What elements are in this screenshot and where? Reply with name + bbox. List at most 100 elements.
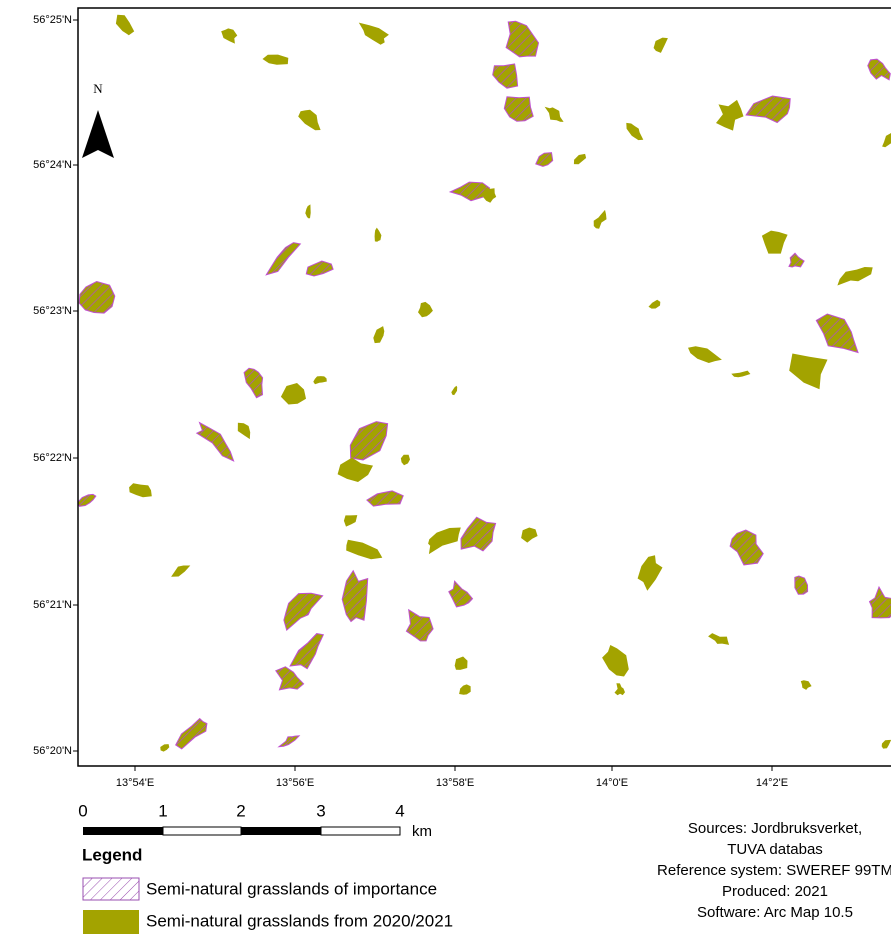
grassland: [343, 515, 358, 527]
grassland: [573, 153, 587, 165]
important-grassland: [868, 585, 891, 619]
important-grassland: [492, 63, 519, 89]
legend-item: Semi-natural grasslands from 2020/2021: [146, 911, 453, 930]
important-grassland: [503, 96, 534, 122]
north-arrow: N: [82, 81, 114, 158]
latitude-labels: 56°25'N 56°24'N 56°23'N 56°22'N 56°21'N 56°20…: [33, 14, 78, 757]
important-grassland: [78, 280, 116, 314]
grassland: [626, 122, 644, 141]
important-grassland: [505, 20, 540, 58]
legend-swatch: [82, 877, 140, 901]
grassland: [346, 539, 383, 560]
grassland: [602, 645, 629, 677]
grassland-polygons: [78, 14, 891, 752]
grassland: [171, 565, 191, 577]
latitude-label: 56°24'N: [33, 159, 72, 171]
scale-label: 0: [78, 801, 87, 820]
credit-line: Software: Arc Map 10.5: [697, 904, 853, 921]
grassland: [418, 301, 433, 318]
important-grassland: [265, 242, 302, 276]
grassland: [160, 744, 170, 752]
grassland: [451, 385, 458, 396]
important-grassland: [341, 569, 369, 623]
important-grassland: [275, 666, 305, 691]
grassland: [237, 422, 251, 440]
important-grassland: [460, 516, 497, 552]
grassland: [882, 133, 891, 148]
important-grassland: [349, 421, 389, 461]
grassland: [459, 684, 471, 695]
scale-bar: km 0 1 2 3 4: [78, 801, 432, 839]
grassland: [221, 28, 238, 44]
important-grassland: [366, 490, 404, 507]
grassland: [454, 656, 468, 670]
important-grassland: [729, 529, 764, 566]
map-frame: [77, 7, 891, 767]
longitude-labels: 13°54'E 13°56'E 13°58'E 14°0'E 14°2'E: [116, 766, 788, 789]
grassland: [637, 555, 663, 591]
credit-line: Reference system: SWEREF 99TM: [657, 862, 891, 879]
latitude-label: 56°20'N: [33, 745, 72, 757]
latitude-label: 56°25'N: [33, 14, 72, 26]
legend-item: Semi-natural grasslands of importance: [146, 879, 437, 898]
scale-label: 2: [236, 801, 245, 820]
grassland: [653, 37, 668, 53]
grassland: [544, 106, 564, 122]
important-grassland: [283, 592, 324, 631]
grassland: [708, 633, 730, 645]
important-grassland: [175, 717, 208, 750]
credits: Sources: Jordbruksverket, TUVA databas Ref…: [657, 820, 891, 921]
grassland: [115, 14, 135, 36]
grassland: [688, 346, 722, 363]
latitude-label: 56°23'N: [33, 305, 72, 317]
important-grassland: [788, 252, 805, 268]
longitude-label: 13°58'E: [436, 777, 474, 789]
scale-unit: km: [412, 823, 432, 840]
grassland: [837, 267, 873, 286]
grassland: [337, 457, 373, 482]
latitude-label: 56°21'N: [33, 599, 72, 611]
credit-line: TUVA databas: [727, 841, 823, 858]
grassland: [648, 299, 661, 309]
important-grassland: [277, 735, 301, 748]
grassland: [881, 739, 891, 749]
important-grassland: [405, 608, 434, 642]
grassland: [521, 527, 538, 543]
grassland: [428, 527, 461, 555]
grassland: [280, 383, 306, 405]
longitude-label: 13°56'E: [276, 777, 314, 789]
important-grassland: [305, 260, 334, 277]
grassland: [262, 54, 289, 65]
grassland: [731, 370, 751, 378]
grassland: [373, 326, 385, 344]
north-label: N: [93, 81, 103, 96]
important-grassland: [289, 632, 325, 670]
credit-line: Produced: 2021: [722, 883, 828, 900]
important-grassland: [794, 575, 809, 595]
longitude-label: 14°2'E: [756, 777, 788, 789]
grassland: [614, 683, 625, 696]
credit-line: Sources: Jordbruksverket,: [688, 820, 862, 837]
grassland: [313, 376, 327, 385]
scale-label: 3: [316, 801, 325, 820]
grassland: [374, 227, 382, 242]
important-grassland: [78, 493, 97, 507]
grassland: [400, 454, 410, 466]
grassland: [593, 209, 607, 229]
important-grassland: [745, 95, 791, 124]
grassland: [305, 204, 311, 219]
grassland: [716, 99, 744, 131]
legend-title: Legend: [82, 845, 142, 864]
scale-label: 4: [395, 801, 404, 820]
longitude-label: 13°54'E: [116, 777, 154, 789]
important-grassland: [195, 421, 235, 462]
important-grassland: [535, 152, 554, 167]
important-grassland: [448, 580, 474, 608]
longitude-label: 14°0'E: [596, 777, 628, 789]
grassland: [358, 22, 389, 45]
latitude-label: 56°22'N: [33, 452, 72, 464]
grassland: [483, 188, 497, 203]
legend-swatch: [83, 910, 139, 934]
grassland: [800, 680, 812, 690]
